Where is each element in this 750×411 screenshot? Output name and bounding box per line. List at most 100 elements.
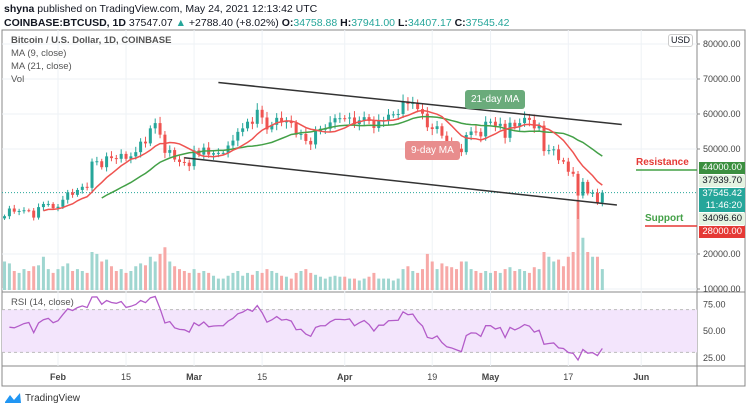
- volume-bar: [46, 269, 50, 290]
- volume-bar: [61, 266, 65, 290]
- volume-bar: [576, 199, 580, 290]
- price-tick-label: 10000.00: [703, 284, 741, 294]
- time-tick-label: 15: [257, 372, 267, 382]
- high-price-tag: 37939.70: [699, 175, 745, 187]
- rsi-line: [9, 295, 603, 362]
- volume-bar: [294, 272, 298, 290]
- volume-bar: [192, 269, 196, 290]
- volume-bar: [143, 265, 147, 290]
- volume-bar: [421, 269, 424, 290]
- volume-bar: [7, 263, 11, 290]
- candle-body: [304, 133, 308, 141]
- candle-body: [119, 153, 123, 159]
- candle-body: [139, 141, 143, 153]
- candle-body: [527, 117, 531, 120]
- volume-bar: [71, 271, 75, 290]
- tradingview-logo-icon: [5, 393, 21, 403]
- candle-body: [148, 128, 152, 144]
- candle-body: [95, 161, 99, 163]
- volume-bar: [182, 271, 186, 290]
- price-tick-label: 70000.00: [703, 74, 741, 84]
- legend-ma21: MA (21, close): [11, 61, 72, 72]
- ma9-annotation: 9-day MA: [405, 141, 460, 160]
- candle-body: [275, 117, 279, 125]
- candle-body: [221, 152, 225, 154]
- volume-bar: [22, 269, 26, 290]
- rsi-band: [2, 309, 697, 353]
- candle-body: [260, 109, 264, 118]
- candle-body: [216, 152, 220, 154]
- candle-body: [430, 127, 434, 130]
- volume-bar: [503, 269, 507, 290]
- volume-bar: [450, 267, 454, 290]
- candle-body: [129, 156, 133, 159]
- candle-body: [338, 118, 342, 120]
- volume-bar: [173, 266, 177, 290]
- resistance-price-tag: 44000.00: [699, 162, 745, 174]
- last-price-tag-value: 37545.42: [702, 188, 742, 199]
- volume-bar: [518, 269, 522, 290]
- volume-bar: [158, 253, 162, 290]
- candle-body: [80, 186, 84, 190]
- candle-body: [250, 121, 254, 124]
- volume-bar: [333, 275, 337, 290]
- volume-bar: [552, 261, 556, 290]
- volume-bar: [508, 267, 512, 290]
- candle-body: [173, 150, 177, 160]
- volume-bar: [27, 271, 31, 290]
- candle-body: [37, 207, 41, 218]
- candle-body: [284, 121, 288, 123]
- candle-body: [391, 114, 395, 116]
- candle-body: [56, 206, 60, 209]
- volume-bar: [153, 261, 157, 290]
- volume-bar: [343, 276, 347, 290]
- candle-body: [71, 192, 75, 195]
- low-price-tag: 34096.60: [699, 213, 745, 225]
- candle-body: [591, 192, 595, 194]
- volume-bar: [416, 272, 420, 290]
- volume-bar: [348, 278, 352, 290]
- volume-bar: [586, 252, 590, 290]
- volume-bar: [124, 272, 128, 290]
- volume-bar: [163, 247, 167, 290]
- volume-bar: [231, 272, 235, 290]
- price-tick-label: 80000.00: [703, 39, 741, 49]
- close-label: C:: [454, 17, 466, 29]
- volume-bar: [542, 252, 546, 290]
- price-tick-label: 50000.00: [703, 144, 741, 154]
- volume-bar: [41, 256, 45, 290]
- legend-rsi: RSI (14, close): [11, 297, 74, 308]
- candle-body: [600, 192, 604, 203]
- volume-bar: [66, 263, 70, 290]
- volume-bar: [236, 271, 240, 290]
- candle-body: [459, 148, 463, 153]
- volume-bar: [591, 256, 595, 290]
- volume-bar: [3, 261, 7, 290]
- volume-bar: [275, 272, 279, 290]
- time-tick-label: Mar: [186, 372, 203, 382]
- time-tick-label: Jun: [633, 372, 649, 382]
- volume-bar: [474, 271, 478, 290]
- currency-button[interactable]: USD: [668, 34, 694, 47]
- candle-body: [61, 199, 65, 207]
- volume-bar: [289, 278, 293, 290]
- volume-bar: [445, 266, 449, 290]
- candle-body: [178, 159, 181, 162]
- volume-bar: [479, 272, 483, 290]
- candle-body: [231, 140, 235, 146]
- candle-body: [294, 123, 298, 135]
- volume-bar: [377, 278, 381, 290]
- volume-bar: [37, 265, 41, 290]
- volume-bar: [362, 278, 366, 290]
- volume-bar: [202, 271, 206, 290]
- price-change: +2788.40 (+8.02%): [188, 17, 279, 29]
- tradingview-logo[interactable]: TradingView: [4, 392, 80, 404]
- candle-body: [46, 203, 50, 205]
- candle-body: [469, 131, 473, 135]
- candle-body: [100, 161, 104, 168]
- candle-body: [445, 135, 449, 144]
- candle-body: [552, 149, 556, 151]
- candle-body: [309, 140, 313, 145]
- volume-bar: [406, 266, 410, 290]
